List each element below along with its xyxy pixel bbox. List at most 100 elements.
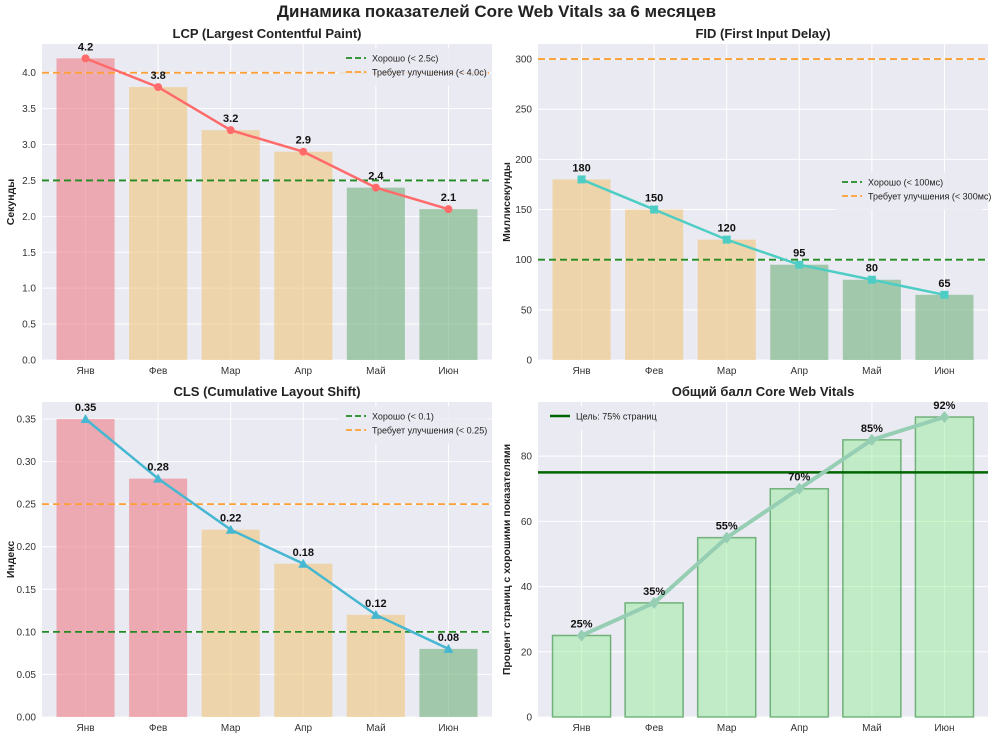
bar [201, 529, 260, 717]
data-label: 3.2 [223, 113, 238, 125]
legend: Цель: 75% страниц [542, 406, 672, 430]
bar [56, 58, 115, 360]
x-tick-label: Май [862, 723, 882, 734]
trend-point [866, 433, 877, 446]
y-tick-label: 1.5 [22, 248, 36, 259]
trend-line [85, 57, 449, 211]
chart-title: FID (First Input Delay) [695, 26, 830, 41]
x-tick-label: Мар [221, 723, 241, 734]
y-tick-label: 50 [521, 305, 533, 316]
x-tick-label: Мар [221, 366, 241, 377]
chart-panel-1: 0 50 100 150 200 250 300 180 150 120 95 80 65 Янв Фев М… [501, 26, 991, 377]
data-label: 150 [645, 193, 663, 205]
data-label: 2.9 [296, 135, 311, 147]
trend-point [226, 126, 235, 135]
x-tick-label: Янв [77, 366, 95, 377]
figure-title: Динамика показателей Core Web Vitals за … [276, 2, 717, 21]
trend-point [794, 482, 805, 495]
y-tick-label: 200 [515, 155, 532, 166]
legend-box [542, 406, 672, 430]
data-label: 0.22 [220, 513, 241, 525]
legend-label: Хорошо (< 100мс) [868, 178, 943, 188]
bar [552, 179, 611, 360]
legend: Хорошо (< 100мс) Требует улучшения (< 300… [834, 172, 991, 210]
y-tick-label: 0 [526, 356, 532, 367]
data-label: 0.28 [147, 462, 168, 474]
x-tick-label: Мар [717, 366, 737, 377]
y-tick-label: 0.20 [17, 542, 37, 553]
legend: Хорошо (< 2.5с) Требует улучшения (< 4.0с… [338, 48, 488, 86]
bar [842, 279, 901, 360]
chart-title: LCP (Largest Contentful Paint) [173, 26, 362, 41]
data-label: 2.1 [441, 192, 456, 204]
x-tick-label: Июн [934, 366, 954, 377]
x-tick-label: Апр [294, 723, 312, 734]
x-tick-label: Мар [717, 723, 737, 734]
bar [624, 602, 684, 718]
legend-label: Цель: 75% страниц [576, 412, 657, 422]
chart-title: Общий балл Core Web Vitals [672, 384, 855, 399]
bar [129, 87, 188, 360]
data-label: 70% [788, 472, 810, 484]
y-tick-label: 60 [521, 517, 533, 528]
y-tick-label: 0.0 [22, 356, 36, 367]
data-label: 4.2 [78, 41, 93, 53]
plot-background [42, 402, 492, 717]
plot-background [538, 402, 988, 717]
y-tick-label: 300 [515, 55, 532, 66]
data-label: 0.35 [75, 402, 96, 414]
trend-point [225, 524, 236, 534]
y-tick-label: 20 [521, 647, 533, 658]
trend-point [153, 473, 164, 483]
y-tick-label: 100 [515, 255, 532, 266]
legend-label: Требует улучшения (< 300мс) [868, 192, 991, 202]
data-label: 92% [933, 400, 955, 412]
x-tick-label: Апр [790, 723, 808, 734]
trend-point [650, 205, 659, 214]
bar [129, 478, 188, 717]
chart-title: CLS (Cumulative Layout Shift) [173, 384, 360, 399]
bar [419, 648, 478, 717]
trend-point [370, 609, 381, 619]
legend-box [834, 172, 984, 210]
bar [201, 130, 260, 360]
bar [419, 209, 478, 360]
trend-point [154, 83, 163, 92]
y-tick-label: 80 [521, 452, 533, 463]
bar [769, 487, 830, 718]
chart-panel-2: 0.00 0.05 0.10 0.15 0.20 0.25 0.30 0.35 0.35 0.28… [5, 384, 492, 734]
y-tick-label: 2.5 [22, 176, 36, 187]
bar [915, 294, 974, 360]
x-tick-label: Июн [438, 723, 458, 734]
bar [274, 151, 333, 360]
x-tick-label: Июн [438, 366, 458, 377]
y-tick-label: 3.0 [22, 140, 36, 151]
trend-point [721, 531, 732, 544]
trend-point [444, 205, 453, 214]
trend-line [84, 418, 449, 651]
data-label: 180 [572, 162, 590, 174]
plot-background [42, 44, 492, 360]
y-tick-label: 0.30 [17, 457, 37, 468]
legend-label: Хорошо (< 2.5с) [372, 54, 438, 64]
y-tick-label: 0.10 [17, 627, 37, 638]
x-tick-label: Май [366, 723, 386, 734]
x-tick-label: Янв [77, 723, 95, 734]
data-label: 25% [571, 618, 593, 630]
trend-point [577, 175, 586, 184]
y-tick-label: 0.00 [17, 713, 37, 724]
trend-point [443, 643, 454, 653]
x-tick-label: Май [862, 366, 882, 377]
data-label: 35% [643, 586, 665, 598]
trend-point [576, 629, 587, 642]
trend-point [649, 596, 660, 609]
trend-line [580, 415, 946, 638]
bar [770, 264, 829, 360]
y-tick-label: 0.35 [17, 415, 37, 426]
trend-point [371, 183, 380, 192]
data-label: 120 [718, 223, 736, 235]
x-tick-label: Фев [645, 723, 663, 734]
data-label: 65 [938, 278, 950, 290]
x-tick-label: Янв [573, 723, 591, 734]
